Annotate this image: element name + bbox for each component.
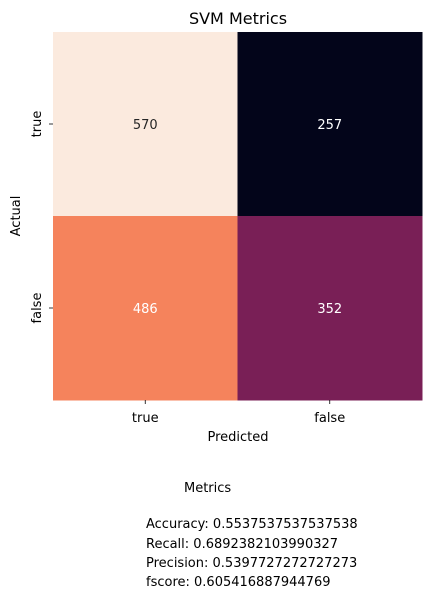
- y-tick-label-0: true: [30, 111, 45, 138]
- cell-value-0-1: 257: [317, 118, 342, 133]
- cell-value-1-0: 486: [133, 302, 158, 317]
- heatmap-cell-1-1: [237, 216, 423, 401]
- x-axis-label: Predicted: [207, 430, 268, 445]
- heatmap-cell-0-1: [237, 32, 423, 217]
- chart-title: SVM Metrics: [189, 9, 287, 28]
- y-axis-label: Actual: [9, 196, 24, 237]
- cell-value-1-1: 352: [317, 302, 342, 317]
- y-tick-label-1: false: [30, 293, 45, 324]
- cell-value-0-0: 570: [133, 118, 158, 133]
- x-tick-label-1: false: [314, 411, 345, 426]
- heatmap-cell-1-0: [53, 216, 238, 401]
- x-tick-label-0: true: [132, 411, 159, 426]
- heatmap-cell-0-0: [53, 32, 238, 217]
